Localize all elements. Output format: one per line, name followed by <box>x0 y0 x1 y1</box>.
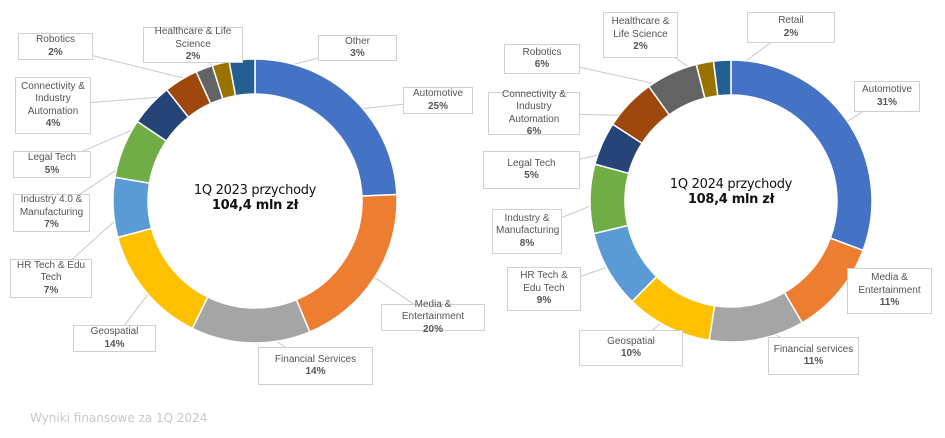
data-label-category: Connectivity & Industry Automation <box>21 80 85 117</box>
donut-slice-2-2 <box>708 291 804 343</box>
donut-slice-2-10 <box>712 59 732 97</box>
data-label-value: 2% <box>783 27 799 39</box>
data-label-category: HR Tech & Edu Tech <box>16 259 86 284</box>
data-label: Media & Entertainment 11% <box>847 268 932 314</box>
data-label-category: Automotive <box>412 88 464 99</box>
data-label: Other 3% <box>318 35 397 61</box>
donut-slice-1-2 <box>191 295 311 344</box>
data-label-value: 20% <box>422 323 443 335</box>
data-label-value: 4% <box>45 118 61 129</box>
data-label-category: Connectivity & Industry Automation <box>502 88 566 125</box>
chart-2-total: 108,4 mln zł <box>687 192 775 207</box>
data-label-category: HR Tech & Edu Tech <box>520 270 568 294</box>
data-label-value: 6% <box>534 59 550 70</box>
data-label-value: 31% <box>876 96 897 108</box>
data-label: Media & Entertainment 20% <box>381 299 485 335</box>
data-label-category: Healthcare & Life Science <box>611 16 670 40</box>
data-label-value: 14% <box>305 366 326 377</box>
data-label-category: Robotics <box>36 34 75 45</box>
data-label-value: 6% <box>526 126 542 137</box>
data-label-value: 25% <box>427 100 448 112</box>
data-label-category: Industry & Manufacturing <box>496 212 560 237</box>
chart-2-center: 1Q 2024 przychody 108,4 mln zł <box>641 177 821 207</box>
data-label-category: Media & Entertainment <box>858 272 921 296</box>
donut-slice-1-4 <box>112 176 153 239</box>
data-label: Financial Services 14% <box>258 347 373 385</box>
chart-1-total: 104,4 mln zł <box>211 198 299 213</box>
data-label-value: 7% <box>43 284 59 296</box>
data-label-value: 2% <box>185 51 201 63</box>
data-label-value: 11% <box>803 356 824 367</box>
data-label-value: 5% <box>524 170 539 181</box>
data-label-value: 2% <box>633 41 648 53</box>
data-label-category: Legal Tech <box>507 157 556 169</box>
data-label-category: Financial services <box>773 343 854 355</box>
data-label: Healthcare & Life Science 2% <box>603 12 678 58</box>
data-label-category: Healthcare & Life Science <box>154 26 232 50</box>
data-label: HR Tech & Edu Tech 7% <box>10 259 92 298</box>
chart-2-title: 1Q 2024 przychody <box>669 177 793 192</box>
data-label: Robotics 6% <box>504 44 580 74</box>
footer-caption: Wyniki finansowe za 1Q 2024 <box>30 411 208 425</box>
data-label: Automotive 25% <box>403 87 473 114</box>
donut-slice-1-3 <box>116 227 209 330</box>
donut-slice-2-5 <box>589 163 630 235</box>
donut-slice-1-0 <box>254 58 398 197</box>
data-label-value: 14% <box>104 338 125 350</box>
data-label-category: Geospatial <box>90 326 139 337</box>
data-label-category: Geospatial <box>607 335 655 347</box>
data-label: Connectivity & Industry Automation 6% <box>488 88 580 137</box>
data-label: Geospatial 14% <box>73 325 156 352</box>
data-label-category: Other <box>344 35 370 47</box>
data-label-value: 2% <box>48 46 63 58</box>
data-label-category: Financial Services <box>274 353 357 365</box>
data-label: Connectivity & Industry Automation 4% <box>15 77 91 134</box>
data-label: Healthcare & Life Science 2% <box>143 26 243 63</box>
data-label: Financial services 11% <box>768 337 859 375</box>
data-label-category: Retail <box>778 15 804 26</box>
chart-1-title: 1Q 2023 przychody <box>193 183 317 198</box>
data-label-value: 11% <box>879 297 900 309</box>
data-label: Automotive 31% <box>854 81 920 112</box>
data-label: Industry 4.0 & Manufacturing 7% <box>13 194 90 232</box>
donut-slice-2-0 <box>730 59 873 252</box>
data-label: Geospatial 10% <box>579 330 683 366</box>
data-label-category: Robotics <box>522 46 562 58</box>
data-label-category: Legal Tech <box>27 152 77 163</box>
data-label-value: 5% <box>44 164 60 176</box>
data-label-value: 8% <box>519 237 535 249</box>
data-label: Retail 2% <box>747 12 835 43</box>
data-label: Legal Tech 5% <box>483 151 580 189</box>
data-label: Robotics 2% <box>18 33 93 60</box>
data-label: Industry & Manufacturing 8% <box>492 209 562 254</box>
data-label-category: Automotive <box>861 84 913 95</box>
data-label-value: 9% <box>536 295 552 307</box>
data-label-category: Industry 4.0 & Manufacturing <box>19 194 84 218</box>
data-label: Legal Tech 5% <box>13 151 91 178</box>
data-label: HR Tech & Edu Tech 9% <box>507 267 581 311</box>
data-label-value: 3% <box>350 48 365 59</box>
data-label-category: Media & Entertainment <box>401 298 465 323</box>
data-label-value: 10% <box>620 348 641 359</box>
chart-1-center: 1Q 2023 przychody 104,4 mln zł <box>165 183 345 213</box>
data-label-value: 7% <box>44 219 59 231</box>
